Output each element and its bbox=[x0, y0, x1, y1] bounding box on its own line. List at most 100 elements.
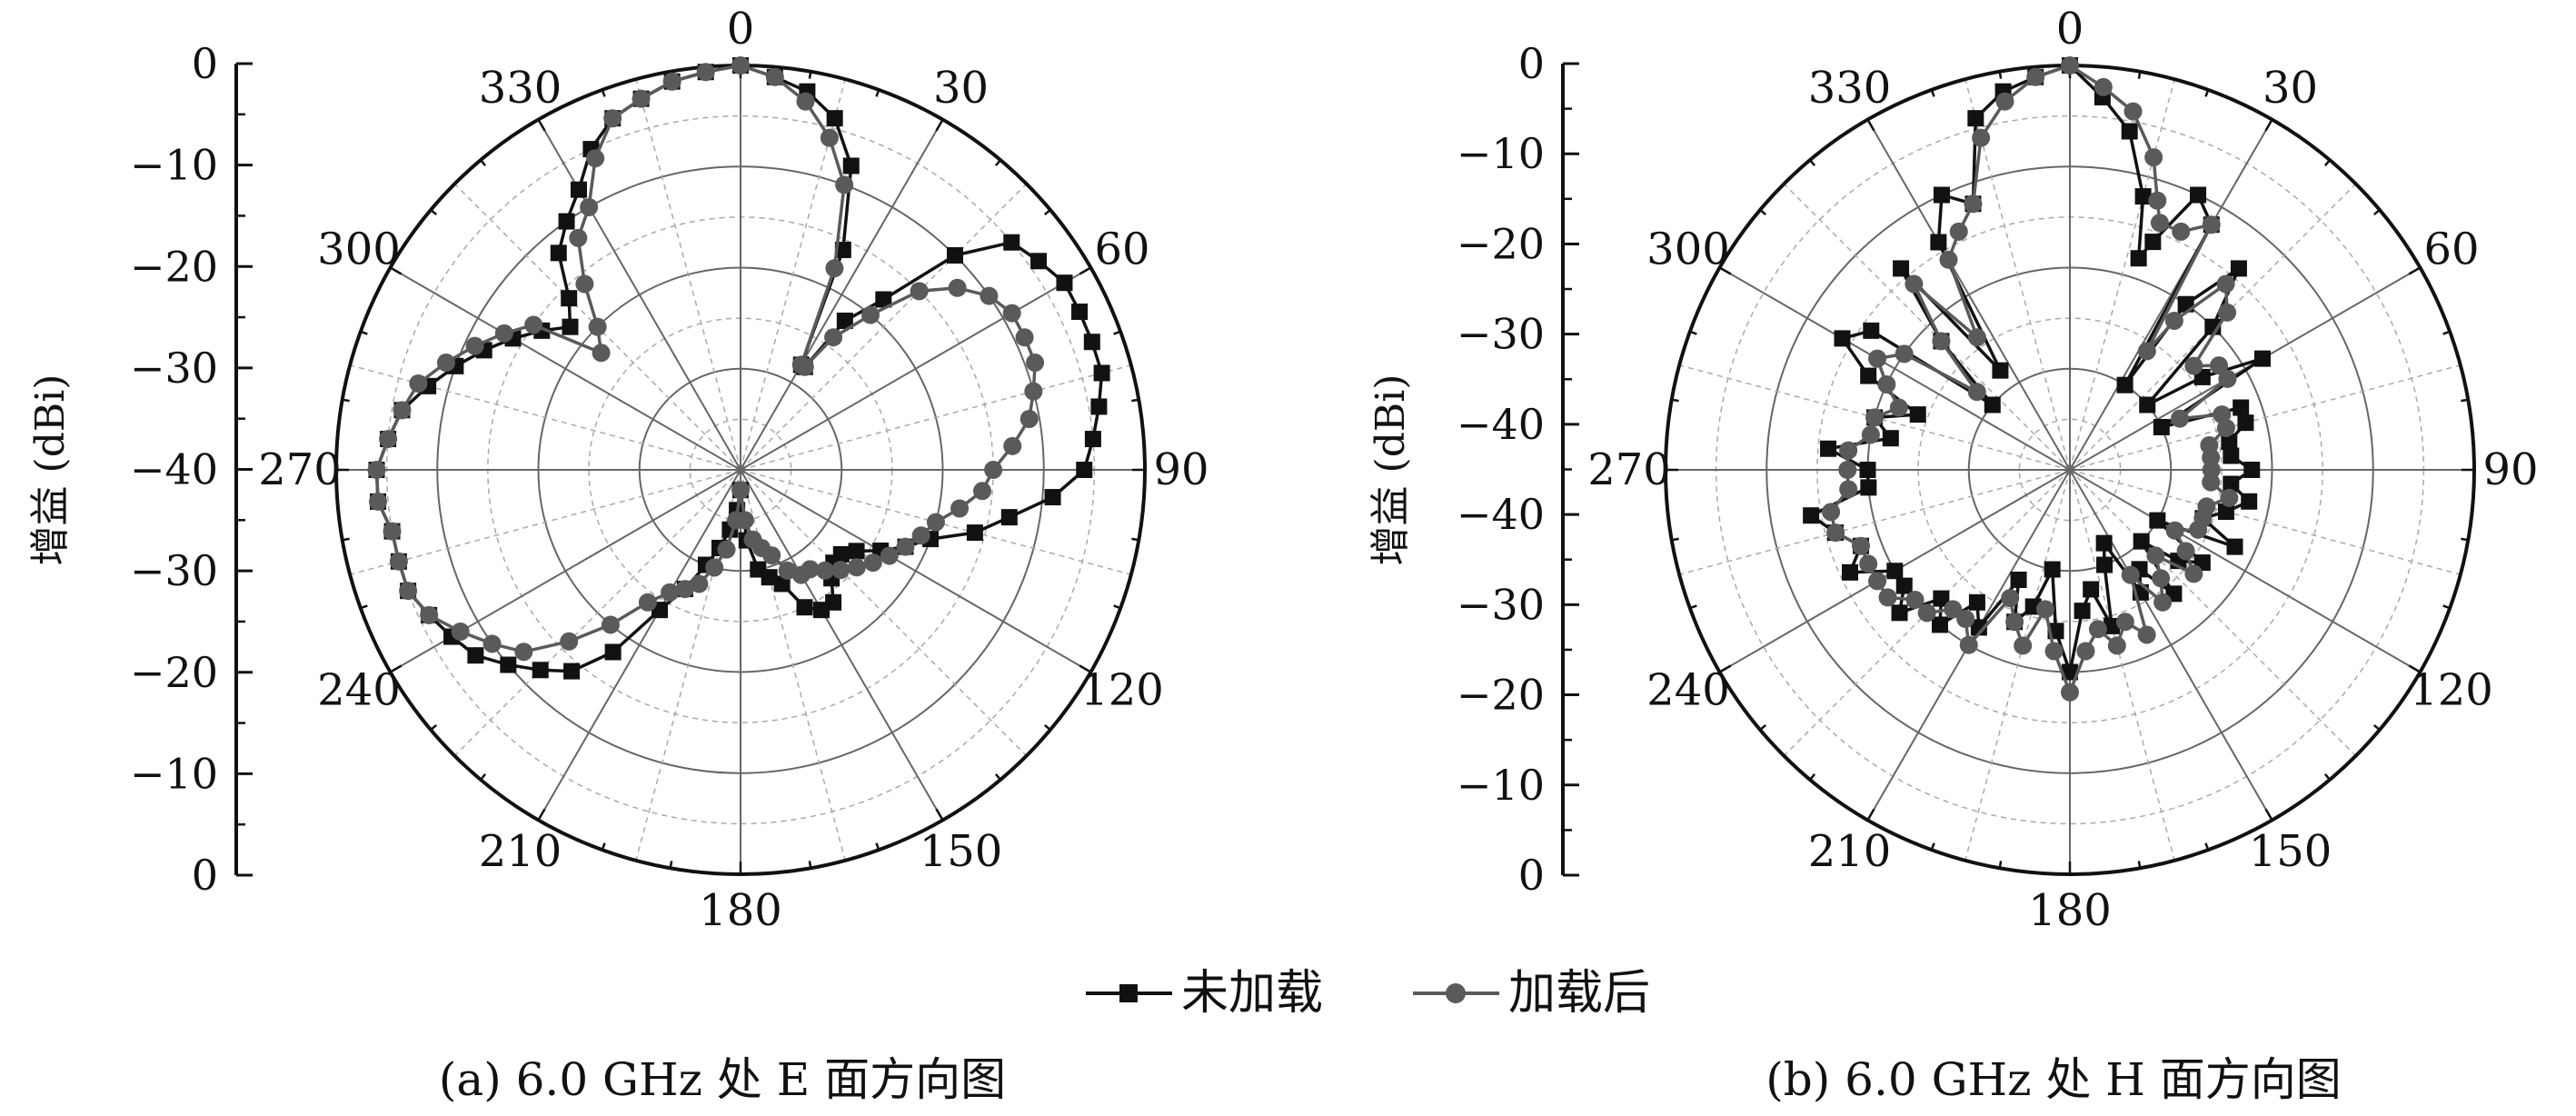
grid-spoke-minor bbox=[2069, 364, 2462, 471]
angle-tick bbox=[1866, 118, 1875, 132]
data-point bbox=[500, 656, 517, 673]
data-point bbox=[2088, 620, 2107, 639]
radial-tick-label: −20 bbox=[1457, 671, 1545, 720]
radial-tick-label: −10 bbox=[1457, 129, 1545, 178]
radial-tick-label: 0 bbox=[192, 851, 218, 900]
angle-tick bbox=[1759, 723, 1767, 731]
data-point bbox=[948, 278, 967, 297]
angle-tick bbox=[1113, 330, 1121, 335]
radial-tick-label: 0 bbox=[1518, 851, 1545, 900]
data-point bbox=[1895, 577, 1913, 594]
grid-spoke-minor bbox=[349, 364, 741, 471]
radial-tick-label: −10 bbox=[1457, 761, 1545, 810]
data-point bbox=[1889, 398, 1908, 417]
angle-tick-label: 240 bbox=[317, 665, 401, 716]
data-point bbox=[2226, 538, 2243, 555]
angle-tick bbox=[2372, 723, 2381, 731]
data-point bbox=[1083, 334, 1100, 351]
angle-tick bbox=[342, 398, 350, 403]
angle-tick bbox=[342, 537, 350, 542]
angle-tick-label: 90 bbox=[2482, 444, 2538, 495]
angle-tick bbox=[601, 842, 606, 851]
data-point bbox=[984, 461, 1003, 479]
data-point bbox=[2216, 418, 2235, 437]
data-point bbox=[1003, 436, 1022, 455]
data-point bbox=[661, 583, 680, 602]
radial-tick-label: −20 bbox=[1457, 219, 1545, 268]
legend-marker-circle bbox=[1446, 983, 1466, 1003]
data-point bbox=[603, 109, 622, 128]
angle-tick bbox=[1809, 772, 1816, 781]
data-point bbox=[561, 290, 578, 307]
radial-tick-label: 0 bbox=[1518, 39, 1545, 88]
data-point bbox=[727, 511, 746, 530]
data-point bbox=[465, 336, 484, 355]
data-point bbox=[1917, 603, 1936, 623]
data-point bbox=[383, 522, 402, 541]
data-point bbox=[420, 605, 439, 624]
angle-tick-label: 90 bbox=[1153, 444, 1208, 495]
data-point bbox=[880, 546, 899, 565]
angle-tick-label: 180 bbox=[699, 885, 782, 936]
angle-tick bbox=[2204, 89, 2210, 97]
data-point bbox=[1000, 509, 1018, 526]
data-point bbox=[638, 593, 657, 612]
data-point bbox=[2074, 603, 2091, 620]
data-point bbox=[2233, 399, 2250, 416]
data-point bbox=[1024, 382, 1043, 401]
data-point bbox=[795, 357, 814, 376]
data-point bbox=[911, 526, 930, 545]
data-point bbox=[1868, 572, 1887, 591]
data-point bbox=[2218, 369, 2237, 388]
data-point bbox=[1930, 234, 1947, 251]
grid-spoke-minor bbox=[635, 469, 741, 862]
radial-tick-label: −10 bbox=[130, 749, 218, 798]
grid-spoke-minor bbox=[2069, 469, 2357, 757]
grid-spoke-minor bbox=[740, 183, 1028, 471]
data-point bbox=[2083, 581, 2100, 598]
angle-tick bbox=[1113, 604, 1121, 610]
data-point bbox=[1826, 523, 1845, 543]
data-point bbox=[705, 558, 724, 577]
data-point bbox=[2164, 311, 2183, 330]
data-point bbox=[1944, 600, 1963, 619]
data-point bbox=[1939, 250, 1958, 269]
data-point bbox=[778, 561, 797, 580]
radial-tick-label: 0 bbox=[192, 39, 218, 88]
grid-spoke-minor bbox=[740, 469, 846, 862]
data-point bbox=[1968, 593, 1985, 611]
data-point bbox=[369, 492, 388, 511]
data-point bbox=[1905, 591, 1925, 610]
data-point bbox=[926, 513, 945, 532]
data-point bbox=[389, 552, 408, 571]
data-point bbox=[875, 291, 892, 308]
data-point bbox=[524, 315, 543, 334]
data-point bbox=[2061, 56, 2079, 75]
angle-tick bbox=[994, 159, 1001, 167]
data-point bbox=[1972, 128, 1991, 147]
series-group bbox=[1803, 56, 2271, 702]
data-point bbox=[791, 565, 811, 584]
angle-tick-label: 60 bbox=[2423, 224, 2479, 275]
data-point bbox=[946, 247, 963, 264]
data-point bbox=[1071, 304, 1089, 321]
data-point bbox=[2165, 521, 2184, 540]
grid-spoke-minor bbox=[1964, 469, 2071, 862]
panel-caption: (a) 6.0 GHz 处 E 面方向图 bbox=[439, 1053, 1006, 1106]
angle-tick bbox=[537, 118, 546, 132]
grid-spoke-major bbox=[1866, 119, 2071, 471]
data-point bbox=[2044, 561, 2061, 578]
data-point bbox=[1076, 462, 1093, 478]
data-point bbox=[560, 632, 579, 651]
data-point bbox=[2189, 520, 2208, 539]
data-point bbox=[910, 282, 929, 301]
data-point bbox=[2202, 215, 2221, 234]
radial-axis: 0 −10 −20 −30 −40 −40 −30 −20 −10 0 bbox=[1457, 39, 1579, 900]
data-point bbox=[2148, 191, 2167, 210]
data-point bbox=[848, 543, 865, 560]
data-point bbox=[796, 92, 815, 111]
angle-tick bbox=[2137, 861, 2142, 869]
angle-tick bbox=[1043, 723, 1051, 731]
angle-tick bbox=[2408, 266, 2422, 275]
grid-spoke-minor bbox=[740, 364, 1132, 471]
